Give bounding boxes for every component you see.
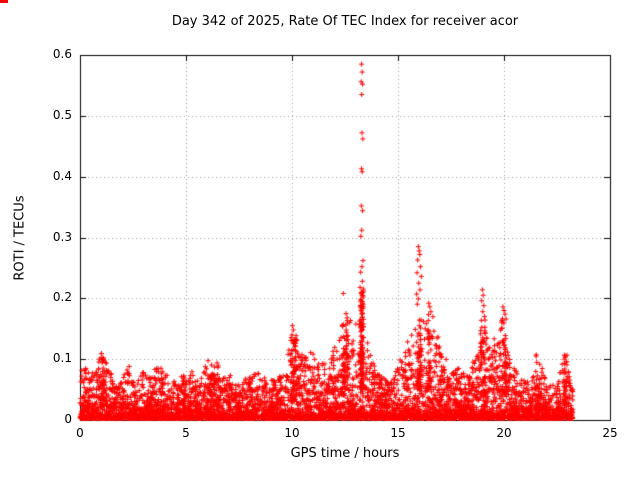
y-tick-label: 0.3 <box>52 229 72 244</box>
chart-title: Day 342 of 2025, Rate Of TEC Index for r… <box>171 14 519 29</box>
x-tick-label: 0 <box>76 426 84 440</box>
x-tick-label: 15 <box>390 426 406 440</box>
y-tick-label: 0.6 <box>52 47 72 61</box>
y-tick-label: 0.4 <box>52 168 72 183</box>
x-tick-label: 10 <box>284 426 300 440</box>
x-tick-label: 20 <box>496 426 512 440</box>
y-tick-label: 0.1 <box>52 351 72 366</box>
x-axis-label: GPS time / hours <box>290 446 400 461</box>
y-tick-label: 0 <box>64 412 72 426</box>
x-tick-label: 25 <box>602 426 618 440</box>
y-tick-label: 0.5 <box>52 107 72 122</box>
x-tick-label: 5 <box>182 426 190 440</box>
y-tick-label: 0.2 <box>52 290 72 305</box>
y-axis-label: ROTI / TECUs <box>12 195 28 281</box>
